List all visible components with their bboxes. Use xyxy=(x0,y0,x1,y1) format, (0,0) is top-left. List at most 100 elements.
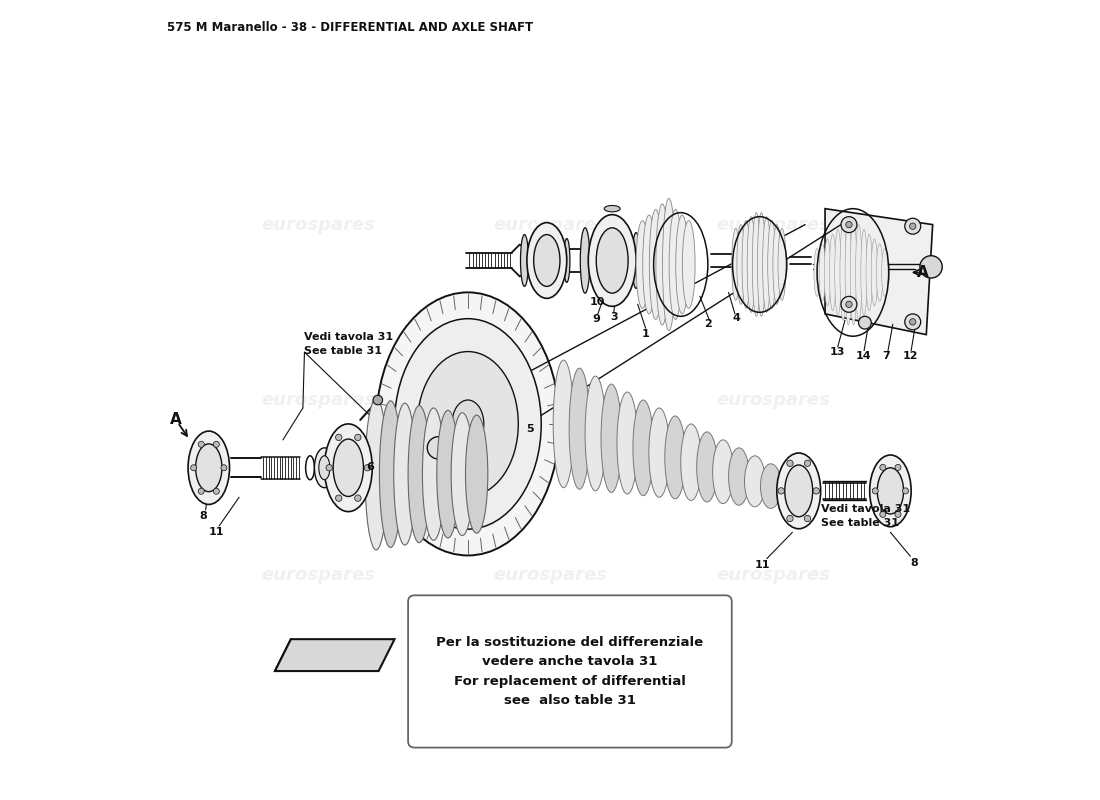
Ellipse shape xyxy=(315,448,334,488)
Ellipse shape xyxy=(762,217,771,312)
Text: eurospares: eurospares xyxy=(716,566,830,584)
Text: 6: 6 xyxy=(366,462,375,472)
Circle shape xyxy=(190,465,197,470)
Circle shape xyxy=(872,488,878,494)
Ellipse shape xyxy=(534,234,560,286)
Ellipse shape xyxy=(778,229,786,300)
Ellipse shape xyxy=(395,318,541,529)
Ellipse shape xyxy=(835,230,842,315)
Circle shape xyxy=(354,434,361,441)
Ellipse shape xyxy=(861,230,867,315)
Text: eurospares: eurospares xyxy=(493,216,607,234)
Ellipse shape xyxy=(866,234,872,310)
Ellipse shape xyxy=(188,431,230,505)
Circle shape xyxy=(804,515,811,522)
Ellipse shape xyxy=(829,234,836,310)
Ellipse shape xyxy=(196,444,222,492)
Circle shape xyxy=(858,316,871,329)
Text: eurospares: eurospares xyxy=(716,216,830,234)
Ellipse shape xyxy=(408,406,430,542)
Ellipse shape xyxy=(596,228,628,293)
Text: Vedi tavola 31
See table 31: Vedi tavola 31 See table 31 xyxy=(305,332,394,356)
Ellipse shape xyxy=(649,210,662,319)
Circle shape xyxy=(842,296,857,312)
Ellipse shape xyxy=(664,416,685,499)
Circle shape xyxy=(364,465,371,471)
Ellipse shape xyxy=(713,440,734,504)
Text: 10: 10 xyxy=(590,297,605,307)
Ellipse shape xyxy=(850,220,857,325)
Ellipse shape xyxy=(617,392,638,494)
Text: 13: 13 xyxy=(829,347,845,357)
Text: 1: 1 xyxy=(641,329,649,339)
Ellipse shape xyxy=(422,408,444,540)
Circle shape xyxy=(326,465,332,471)
Text: 8: 8 xyxy=(911,558,918,568)
Circle shape xyxy=(846,301,852,307)
Ellipse shape xyxy=(656,204,669,325)
Circle shape xyxy=(373,395,383,405)
Ellipse shape xyxy=(394,403,416,545)
Circle shape xyxy=(213,442,219,447)
Circle shape xyxy=(786,460,793,466)
Text: Vedi tavola 31
See table 31: Vedi tavola 31 See table 31 xyxy=(821,503,910,527)
Ellipse shape xyxy=(877,244,883,301)
Ellipse shape xyxy=(437,410,459,538)
Ellipse shape xyxy=(840,225,846,320)
Ellipse shape xyxy=(747,217,756,312)
Ellipse shape xyxy=(728,448,749,506)
Ellipse shape xyxy=(365,398,387,550)
Text: 7: 7 xyxy=(882,351,890,361)
Ellipse shape xyxy=(520,234,528,286)
Text: 11: 11 xyxy=(755,560,771,570)
Ellipse shape xyxy=(752,213,760,316)
Ellipse shape xyxy=(784,465,813,517)
Ellipse shape xyxy=(742,221,750,308)
Circle shape xyxy=(842,217,857,233)
Text: A: A xyxy=(917,265,930,280)
Ellipse shape xyxy=(737,225,745,304)
Circle shape xyxy=(813,488,820,494)
Ellipse shape xyxy=(732,229,739,300)
Ellipse shape xyxy=(527,222,566,298)
Ellipse shape xyxy=(682,221,695,308)
Ellipse shape xyxy=(649,408,670,498)
Ellipse shape xyxy=(333,439,363,497)
Ellipse shape xyxy=(856,225,862,320)
Circle shape xyxy=(336,434,342,441)
Ellipse shape xyxy=(581,228,590,293)
Ellipse shape xyxy=(870,455,911,526)
Text: 11: 11 xyxy=(209,527,224,538)
Circle shape xyxy=(778,488,784,494)
Ellipse shape xyxy=(820,244,825,301)
Ellipse shape xyxy=(696,432,717,502)
Circle shape xyxy=(880,511,886,518)
Circle shape xyxy=(905,218,921,234)
Ellipse shape xyxy=(814,249,821,296)
Ellipse shape xyxy=(681,424,702,501)
Circle shape xyxy=(910,223,916,230)
Ellipse shape xyxy=(379,401,401,547)
Text: 575 M Maranello - 38 - DIFFERENTIAL AND AXLE SHAFT: 575 M Maranello - 38 - DIFFERENTIAL AND … xyxy=(167,22,534,34)
Circle shape xyxy=(895,511,901,518)
Circle shape xyxy=(880,464,886,470)
Ellipse shape xyxy=(845,220,851,325)
Polygon shape xyxy=(825,209,933,334)
Text: 5: 5 xyxy=(526,425,534,434)
Ellipse shape xyxy=(324,424,372,512)
Ellipse shape xyxy=(452,400,484,448)
Text: 4: 4 xyxy=(733,313,740,323)
Ellipse shape xyxy=(427,437,450,459)
Ellipse shape xyxy=(669,210,682,319)
Text: 3: 3 xyxy=(610,312,617,322)
Ellipse shape xyxy=(585,376,606,491)
Text: eurospares: eurospares xyxy=(262,566,376,584)
Ellipse shape xyxy=(588,214,636,306)
Text: eurospares: eurospares xyxy=(493,566,607,584)
Ellipse shape xyxy=(758,213,766,316)
Text: eurospares: eurospares xyxy=(493,391,607,409)
Circle shape xyxy=(354,495,361,502)
Circle shape xyxy=(213,488,219,494)
Ellipse shape xyxy=(376,292,560,555)
Ellipse shape xyxy=(878,468,903,514)
